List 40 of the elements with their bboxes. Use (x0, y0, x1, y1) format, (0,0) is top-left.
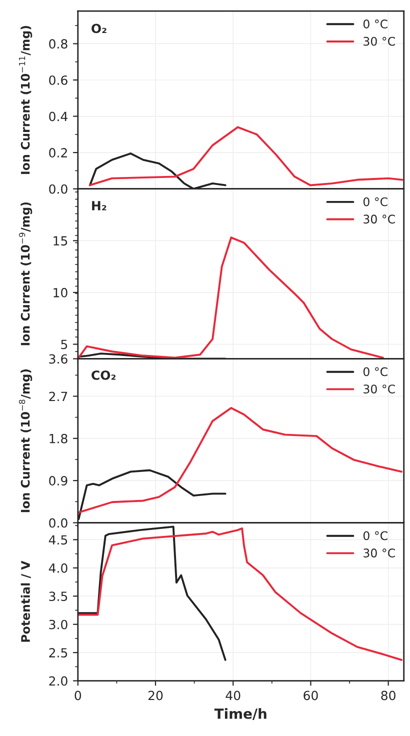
annotation: CO₂ (92, 370, 116, 380)
x-axis-title: Time/h (214, 708, 266, 720)
legend-label: 0 °C (363, 197, 388, 206)
y-tick-label: 0.9 (49, 476, 68, 486)
y-tick-label: 0.0 (49, 184, 68, 194)
legend-label: 0 °C (363, 20, 388, 28)
y-tick-label: 10 (54, 288, 68, 298)
y-tick-label: 4.0 (48, 563, 68, 573)
x-tick-label: 0 (74, 690, 82, 700)
y-tick-label: 2.0 (49, 676, 68, 686)
x-tick-label: 40 (226, 690, 240, 700)
x-tick-label: 20 (148, 690, 163, 700)
y-tick-label: 5 (61, 340, 68, 350)
y-tick-label: 0.6 (49, 75, 68, 85)
legend-label: 30 °C (364, 384, 395, 394)
legend-label: 30 °C (364, 548, 395, 558)
y-tick-label: 2.7 (49, 392, 68, 401)
y-tick-label: 0.0 (49, 518, 68, 528)
y-tick-label: 0.2 (49, 148, 67, 158)
y-tick-label: 2.5 (49, 648, 68, 658)
legend-label: 30 °C (364, 36, 395, 46)
y-tick-label: 0.4 (49, 112, 68, 122)
y-tick-label: 1.8 (50, 434, 68, 444)
y-tick-label: 3.0 (49, 620, 68, 630)
x-tick-label: 60 (304, 690, 318, 700)
legend-label: 30 °C (364, 214, 395, 224)
y-axis-title: Ion Current (10$^{−8}$/mg) (18, 369, 32, 512)
annotation: O₂ (92, 24, 106, 34)
x-tick-label: 80 (381, 690, 396, 700)
y-tick-label: 4.5 (48, 535, 68, 545)
y-tick-label: 15 (54, 236, 68, 246)
y-axis-title: Ion Current (10$^{−11}$/mg) (19, 26, 32, 174)
y-tick-label: 0.8 (49, 39, 68, 49)
legend-label: 0 °C (363, 531, 388, 540)
y-axis-title: Ion Current (10$^{−9}$/mg) (18, 202, 32, 346)
annotation: H₂ (92, 201, 106, 210)
y-axis-title: Potential / V (20, 560, 31, 642)
legend-label: 0 °C (363, 367, 388, 376)
y-tick-label: 3.5 (49, 592, 68, 602)
y-tick-label: 3.6 (49, 354, 68, 364)
